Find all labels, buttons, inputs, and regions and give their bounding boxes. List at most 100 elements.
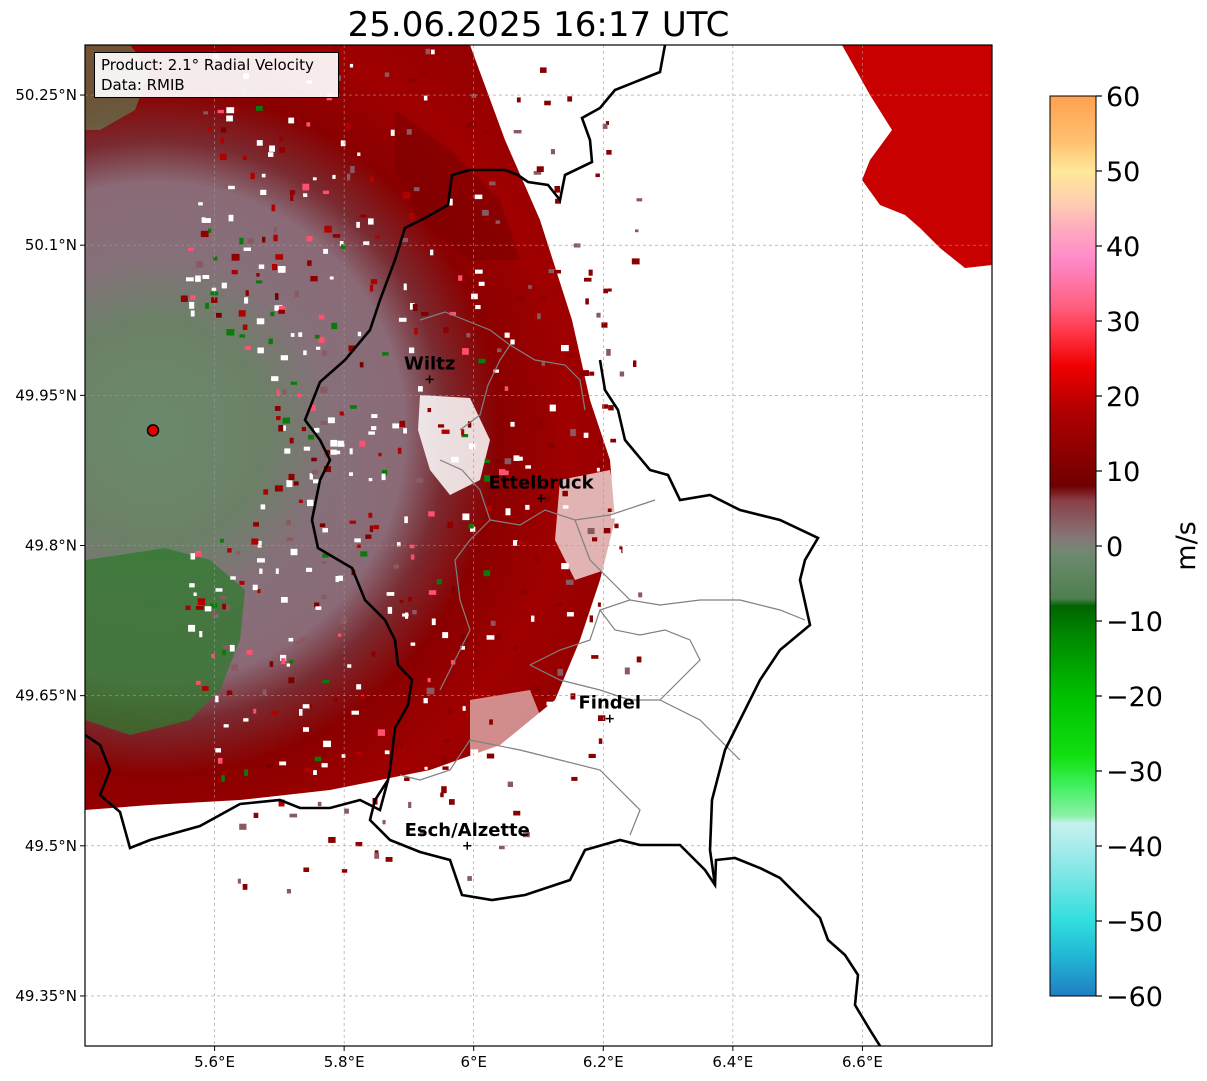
canton-boundaries bbox=[399, 311, 806, 836]
radar-speckle bbox=[596, 312, 601, 318]
radar-speckle bbox=[443, 326, 449, 334]
radar-speckle bbox=[482, 209, 489, 216]
radar-speckle bbox=[413, 187, 420, 192]
city-markers: Wiltz Ettelbruck Findel Esch/Alzette bbox=[404, 353, 641, 850]
radar-speckle bbox=[602, 123, 608, 129]
radar-speckle bbox=[244, 297, 249, 304]
radar-speckle bbox=[462, 706, 466, 711]
radar-speckle bbox=[531, 615, 535, 622]
radar-speckle bbox=[281, 597, 288, 603]
radar-speckle bbox=[242, 324, 248, 330]
radar-speckle bbox=[536, 166, 544, 172]
radar-speckle bbox=[484, 459, 490, 463]
radar-speckle bbox=[286, 480, 293, 488]
radar-speckle bbox=[624, 667, 630, 675]
radar-speckle bbox=[203, 111, 208, 115]
radar-speckle bbox=[440, 792, 444, 798]
radar-speckle bbox=[517, 295, 525, 301]
radar-speckle bbox=[561, 345, 569, 352]
radar-speckle bbox=[387, 606, 393, 614]
radar-speckle bbox=[275, 568, 279, 574]
radar-speckle bbox=[279, 147, 285, 153]
radar-echo-northeast bbox=[842, 45, 992, 268]
radar-speckle bbox=[257, 540, 262, 548]
radar-speckle bbox=[257, 589, 261, 594]
radar-speckle bbox=[424, 766, 428, 770]
radar-speckle bbox=[368, 478, 373, 482]
radar-speckle bbox=[461, 429, 465, 436]
radar-speckle bbox=[314, 334, 320, 339]
radar-speckle bbox=[274, 485, 283, 492]
radar-speckle bbox=[495, 220, 501, 224]
radar-speckle bbox=[369, 724, 378, 732]
radar-speckle bbox=[409, 347, 415, 354]
radar-speckle bbox=[313, 479, 321, 484]
radar-speckle bbox=[180, 295, 188, 302]
radar-speckle bbox=[555, 198, 561, 204]
radar-speckle bbox=[475, 269, 483, 274]
radar-speckle bbox=[489, 181, 496, 186]
radar-speckle bbox=[581, 370, 589, 376]
radar-speckle bbox=[547, 442, 556, 449]
radar-speckle bbox=[495, 459, 501, 463]
radar-speckle bbox=[288, 677, 295, 684]
radar-speckle bbox=[289, 437, 294, 444]
radar-speckle bbox=[303, 727, 309, 732]
radar-speckle bbox=[190, 310, 195, 317]
radar-speckle bbox=[349, 63, 354, 68]
radar-speckle bbox=[215, 695, 219, 703]
radar-speckle bbox=[412, 610, 417, 615]
radar-speckle bbox=[299, 709, 303, 716]
radar-speckle bbox=[339, 241, 344, 246]
colorbar: 60 50 40 30 20 10 0 −10 −20 −30 −40 −50 −60 m/s bbox=[1049, 82, 1202, 1013]
radar-speckle bbox=[250, 172, 255, 180]
radar-speckle bbox=[382, 352, 389, 356]
radar-speckle bbox=[277, 266, 286, 273]
radar-speckle bbox=[374, 850, 379, 854]
radar-speckle bbox=[504, 458, 512, 465]
radar-site-marker bbox=[146, 424, 160, 437]
radar-speckle bbox=[318, 336, 325, 343]
radar-speckle bbox=[345, 123, 351, 129]
radar-speckle bbox=[199, 631, 203, 638]
radar-speckle bbox=[348, 345, 355, 352]
radar-speckle bbox=[635, 227, 639, 233]
radar-speckle bbox=[189, 583, 195, 588]
radar-speckle bbox=[425, 48, 431, 55]
radar-speckle bbox=[255, 280, 263, 284]
radar-speckle bbox=[443, 739, 451, 743]
radar-speckle bbox=[548, 269, 556, 274]
radar-speckle bbox=[288, 637, 294, 642]
radar-speckle bbox=[349, 520, 356, 524]
radar-speckle bbox=[268, 152, 274, 157]
radar-speckle bbox=[467, 421, 472, 428]
radar-speckle bbox=[306, 567, 313, 572]
radar-speckle bbox=[338, 575, 343, 581]
radar-speckle bbox=[333, 697, 338, 702]
radar-speckle bbox=[369, 284, 374, 292]
radar-speckle bbox=[244, 769, 248, 776]
radar-speckle bbox=[431, 618, 436, 626]
radar-speckle bbox=[223, 645, 229, 649]
radar-speckle bbox=[303, 446, 311, 451]
radar-speckle bbox=[195, 606, 204, 610]
radar-speckle bbox=[346, 173, 351, 181]
colorbar-tick-label: 0 bbox=[1106, 532, 1123, 563]
radar-speckle bbox=[408, 213, 415, 220]
lat-tick-label: 49.5°N bbox=[25, 837, 77, 855]
info-product: Product: 2.1° Radial Velocity bbox=[101, 56, 314, 74]
radar-speckle bbox=[236, 551, 241, 555]
radar-speckle bbox=[271, 204, 276, 212]
radar-speckle bbox=[571, 776, 578, 781]
radar-speckle bbox=[478, 281, 485, 286]
radar-speckle bbox=[410, 642, 416, 646]
radar-speckle bbox=[332, 234, 341, 238]
radar-speckle bbox=[370, 279, 378, 285]
radar-speckle bbox=[533, 171, 542, 175]
radar-speckle bbox=[404, 516, 408, 524]
radar-speckle bbox=[608, 574, 614, 581]
radar-speckle bbox=[217, 109, 224, 114]
radar-speckle bbox=[211, 287, 217, 291]
radar-speckle bbox=[614, 523, 619, 529]
radar-speckle bbox=[525, 465, 531, 469]
